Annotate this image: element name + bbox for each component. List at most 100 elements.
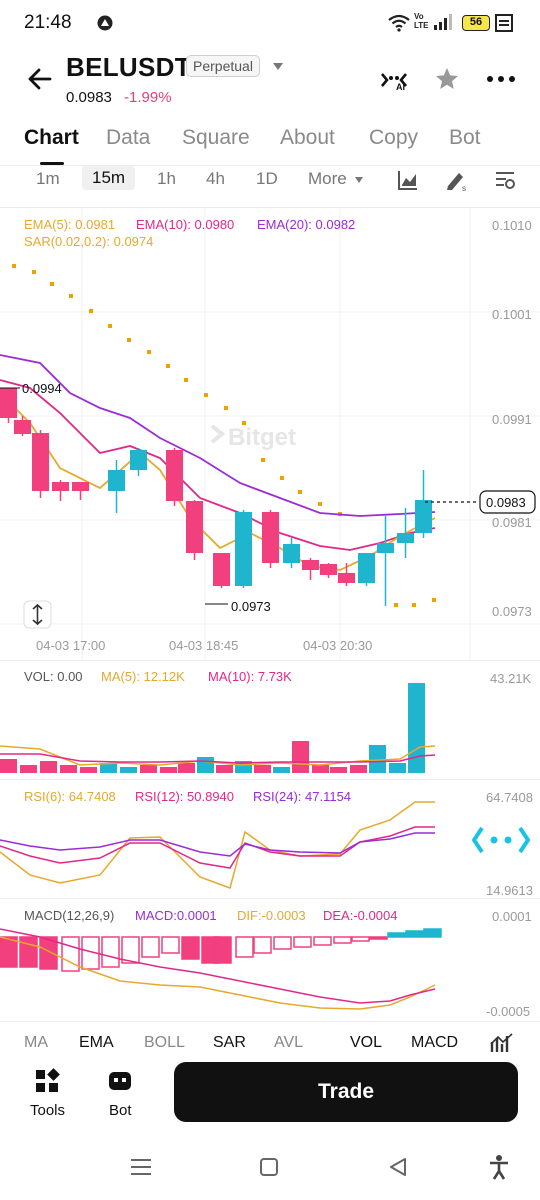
candle-body: [358, 553, 375, 583]
macd-bar: [39, 936, 58, 970]
rsi-divider: [0, 898, 540, 899]
macd-bar: [313, 936, 332, 946]
ema-lines: [0, 354, 436, 571]
rsi-top-label: 64.7408: [486, 790, 533, 805]
tab-square[interactable]: Square: [182, 126, 250, 149]
indicator-vol[interactable]: VOL: [350, 1034, 383, 1051]
status-time: 21:48: [24, 12, 72, 33]
floating-ai-widget[interactable]: [471, 826, 531, 854]
volume-bar: [178, 763, 195, 773]
back-arrow-icon[interactable]: [26, 66, 52, 92]
home-icon[interactable]: [259, 1157, 279, 1177]
bot-button[interactable]: Bot: [104, 1068, 144, 1124]
chevron-down-icon[interactable]: [272, 62, 284, 72]
low-marker: 0.0973: [205, 599, 271, 614]
volume-bar: [100, 763, 117, 773]
volume-bar: [197, 757, 214, 773]
macd-bar: [423, 928, 442, 938]
price-axis: 0.1010 0.1001 0.0991 0.0981 0.0973: [492, 218, 532, 619]
indicator-boll[interactable]: BOLL: [144, 1034, 185, 1051]
chart-settings-icon[interactable]: [494, 169, 516, 191]
timeframe-1m[interactable]: 1m: [36, 169, 60, 188]
indicator-avl[interactable]: AVL: [274, 1034, 304, 1051]
vol-ma5: MA(5): 12.12K: [101, 669, 185, 684]
y-scale-toggle[interactable]: [23, 600, 52, 629]
price-change: -1.99%: [124, 89, 172, 106]
accessibility-icon[interactable]: [488, 1154, 510, 1180]
timeframe-4h[interactable]: 4h: [206, 169, 225, 188]
indicator-ema[interactable]: EMA: [79, 1034, 114, 1051]
active-tab-indicator: [40, 162, 64, 165]
more-options-icon[interactable]: [486, 74, 516, 84]
tab-data[interactable]: Data: [106, 126, 151, 149]
chart-type-icon[interactable]: [397, 169, 419, 191]
timeframe-1d[interactable]: 1D: [256, 169, 278, 188]
ema5-value: EMA(5): 0.0981: [24, 217, 115, 232]
current-price-tag: [479, 490, 536, 514]
volume-bar: [369, 745, 386, 773]
macd-params: MACD(12,26,9): [24, 908, 114, 923]
trade-button[interactable]: Trade: [174, 1062, 518, 1122]
favorite-star-icon[interactable]: [434, 66, 460, 92]
tab-copy[interactable]: Copy: [369, 126, 419, 149]
volume-bar: [408, 683, 425, 773]
indicator-sar[interactable]: SAR: [213, 1034, 246, 1051]
indicator-ma[interactable]: MA: [24, 1034, 48, 1051]
watermark: Bitget: [210, 424, 296, 451]
status-bar: 21:48 Vo LTE 56: [0, 0, 540, 46]
candle-body: [186, 501, 203, 553]
candle-body: [72, 482, 89, 491]
back-nav-icon[interactable]: [388, 1157, 408, 1177]
macd-bar: [369, 936, 388, 940]
battery-icon: 56: [462, 15, 490, 31]
tab-about[interactable]: About: [280, 126, 335, 149]
vol-ma10-line: [0, 753, 436, 764]
price-label-5: 0.0973: [492, 604, 532, 619]
watermark-text: Bitget: [228, 424, 296, 451]
candle-body: [52, 482, 69, 491]
volume-panel[interactable]: VOL: 0.00 MA(5): 12.12K MA(10): 7.73K 43…: [0, 661, 540, 779]
rsi-bottom-label: 14.9613: [486, 883, 533, 898]
macd-bar: [0, 936, 18, 968]
main-chart-divider: [0, 660, 540, 661]
ai-assistant-button[interactable]: AI: [378, 66, 410, 94]
macd-bar: [387, 932, 406, 938]
recent-apps-icon[interactable]: [130, 1157, 152, 1177]
timeframe-15m[interactable]: 15m: [82, 166, 136, 190]
more-chevron-icon: [355, 177, 363, 183]
tools-button[interactable]: Tools: [26, 1068, 74, 1124]
candle-body: [130, 450, 147, 470]
robot-icon: [109, 1072, 131, 1090]
macd-bar: [101, 936, 120, 968]
vol-ma10: MA(10): 7.73K: [208, 669, 292, 684]
volume-bars: [0, 683, 425, 773]
drawing-tool-icon[interactable]: s: [444, 168, 468, 192]
rsi6-value: RSI(6): 64.7408: [24, 789, 116, 804]
candlestick-chart[interactable]: Bitget 0.0994 0.0973 0.0983 0.1010 0.100…: [0, 208, 540, 660]
rsi-panel[interactable]: RSI(6): 64.7408 RSI(12): 50.8940 RSI(24)…: [0, 780, 540, 898]
tab-chart[interactable]: Chart: [24, 126, 79, 149]
wifi-icon: [388, 14, 410, 32]
time-axis: 04-03 17:00 04-03 18:45 04-03 20:30: [36, 638, 372, 653]
candle-body: [262, 512, 279, 563]
symbol-title: BELUSDT: [66, 52, 191, 82]
timeframe-1h[interactable]: 1h: [157, 169, 176, 188]
indicator-settings-icon[interactable]: [490, 1032, 514, 1054]
tab-bot[interactable]: Bot: [449, 126, 481, 149]
timeframe-more[interactable]: More: [308, 169, 347, 188]
time-label-1: 04-03 17:00: [36, 638, 105, 653]
indicator-macd[interactable]: MACD: [411, 1034, 459, 1051]
macd-panel[interactable]: MACD(12,26,9) MACD:0.0001 DIF:-0.0003 DE…: [0, 899, 540, 1021]
volume-bar: [160, 767, 177, 773]
time-label-3: 04-03 20:30: [303, 638, 372, 653]
contract-type-badge[interactable]: Perpetual: [186, 55, 260, 77]
candle-body: [338, 573, 355, 583]
expand-vertical-icon: [32, 603, 43, 626]
price-label-1: 0.1010: [492, 218, 532, 233]
app-notification-icon: [97, 15, 113, 31]
tools-icon: [36, 1068, 60, 1092]
rsi6-line: [0, 801, 435, 889]
candles: [0, 388, 432, 606]
vol-ma5-line: [0, 745, 436, 766]
candle-body: [0, 388, 17, 418]
